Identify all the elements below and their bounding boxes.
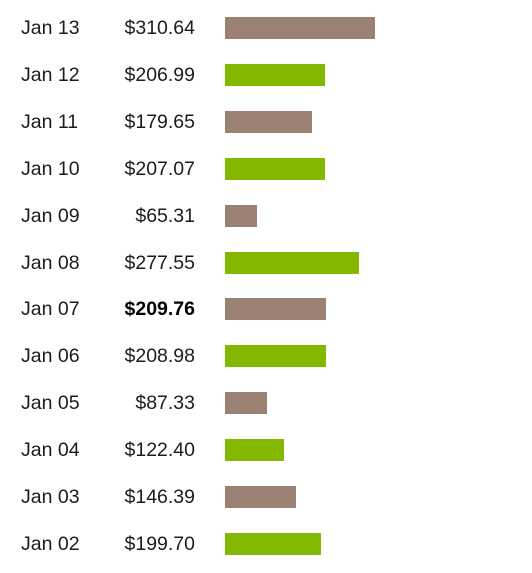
bar [225, 110, 312, 133]
category-label: Jan 12 [21, 63, 80, 86]
bar [225, 204, 257, 227]
category-label: Jan 04 [21, 439, 80, 462]
category-label: Jan 02 [21, 532, 80, 555]
value-label: $199.70 [124, 532, 196, 555]
value-label: $146.39 [124, 486, 196, 508]
category-label: Jan 06 [21, 345, 80, 368]
category-label: Jan 03 [21, 486, 80, 508]
category-label: Jan 08 [21, 251, 80, 274]
bar [225, 298, 326, 321]
value-label: $65.31 [135, 204, 195, 227]
value-label: $87.33 [135, 392, 195, 415]
bar [225, 532, 321, 555]
category-label: Jan 09 [21, 204, 80, 227]
value-label: $122.40 [124, 439, 196, 462]
category-label: Jan 10 [21, 157, 80, 180]
value-label: $207.07 [124, 157, 196, 180]
category-label: Jan 07 [21, 298, 80, 321]
bar [225, 345, 326, 368]
bar [225, 157, 325, 180]
bar [225, 17, 375, 39]
value-label: $179.65 [124, 110, 196, 133]
bar [225, 251, 359, 274]
value-label: $310.64 [124, 17, 196, 39]
value-label: $277.55 [124, 251, 196, 274]
bar [225, 392, 267, 415]
category-label: Jan 11 [21, 110, 79, 133]
value-label: $209.76 [124, 298, 196, 321]
bar [225, 486, 296, 508]
category-label: Jan 05 [21, 392, 80, 415]
bar [225, 63, 325, 86]
value-label: $206.99 [124, 63, 196, 86]
category-label: Jan 13 [21, 17, 80, 39]
bar [225, 439, 284, 462]
value-label: $208.98 [124, 345, 196, 368]
